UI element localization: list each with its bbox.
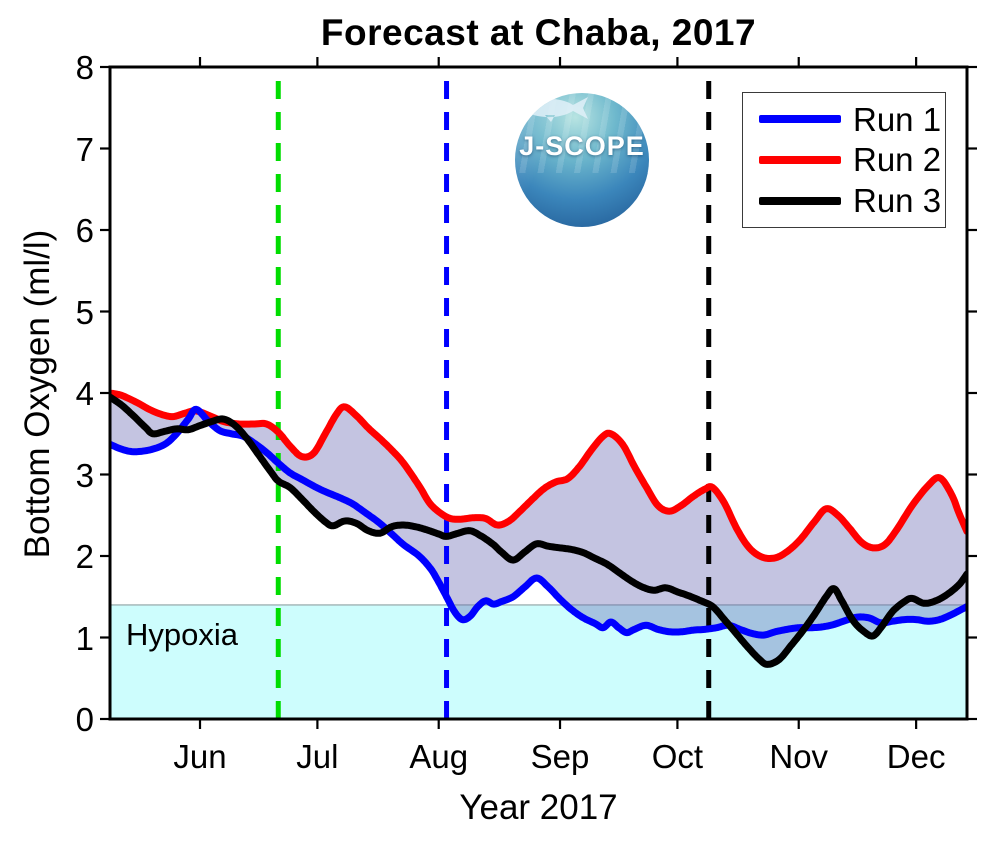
legend: Run 1 Run 2 Run 3 bbox=[742, 92, 946, 228]
y-tick-label-2: 2 bbox=[75, 538, 94, 575]
y-tick-label-5: 5 bbox=[75, 293, 94, 331]
legend-swatch-run1 bbox=[759, 115, 841, 124]
x-tick-label-oct: Oct bbox=[651, 738, 704, 775]
y-tick-label-1: 1 bbox=[75, 619, 94, 657]
y-tick-label-0: 0 bbox=[75, 701, 94, 738]
legend-item-run1: Run 1 bbox=[743, 103, 945, 136]
x-tick-label-jun: Jun bbox=[173, 738, 227, 775]
y-tick-label-7: 7 bbox=[75, 130, 94, 168]
axes bbox=[100, 57, 977, 729]
hypoxia-annotation: Hypoxia bbox=[126, 617, 238, 652]
y-tick-label-8: 8 bbox=[75, 49, 94, 86]
series-line-run-1 bbox=[110, 405, 967, 639]
x-tick-label-aug: Aug bbox=[409, 738, 469, 775]
legend-label-run2: Run 2 bbox=[853, 141, 942, 179]
minmax-band bbox=[110, 393, 967, 665]
y-tick-label-6: 6 bbox=[75, 212, 94, 249]
series-line-run-2 bbox=[110, 389, 967, 562]
legend-item-run3: Run 3 bbox=[743, 184, 945, 217]
y-tick-label-3: 3 bbox=[75, 456, 94, 494]
chart-title: Forecast at Chaba, 2017 bbox=[320, 12, 757, 53]
x-axis-label: Year 2017 bbox=[459, 788, 618, 827]
logo-wordmark: J-SCOPE bbox=[519, 131, 645, 161]
forecast-init-lines bbox=[275, 67, 712, 719]
legend-swatch-run2 bbox=[759, 155, 841, 164]
y-tick-label-4: 4 bbox=[75, 375, 94, 412]
legend-swatch-run3 bbox=[759, 196, 841, 205]
legend-label-run1: Run 1 bbox=[853, 100, 942, 138]
fish-icon bbox=[519, 97, 588, 122]
series-line-run-3 bbox=[110, 393, 967, 668]
jscope-logo: J-SCOPE bbox=[515, 93, 649, 227]
x-tick-label-sep: Sep bbox=[530, 738, 590, 775]
legend-label-run3: Run 3 bbox=[853, 182, 942, 220]
x-tick-label-dec: Dec bbox=[886, 738, 946, 775]
x-tick-label-nov: Nov bbox=[769, 738, 829, 775]
legend-item-run2: Run 2 bbox=[743, 143, 945, 176]
x-tick-label-jul: Jul bbox=[296, 738, 339, 775]
